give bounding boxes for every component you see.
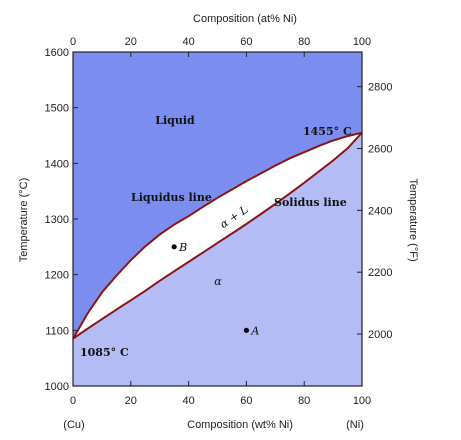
liquid-region (73, 52, 362, 339)
left-tick-label: 1500 (45, 103, 69, 115)
ni-melting-point-label: 1455° C (303, 125, 352, 138)
right-tick-label: 2200 (368, 267, 392, 279)
top-axis-ticks: 0 20 40 60 80 100 (70, 36, 371, 57)
top-tick-label: 40 (182, 36, 194, 48)
bottom-axis-title: Composition (wt% Ni) (187, 419, 293, 431)
solidus-curve (72, 132, 363, 340)
phase-boundaries (72, 131, 363, 340)
right-tick-label: 2800 (368, 82, 392, 94)
left-tick-label: 1000 (45, 381, 69, 393)
left-axis-title: Temperature (°C) (18, 178, 30, 262)
region-label-alpha: α (214, 275, 222, 288)
bottom-tick-label: 80 (298, 395, 310, 407)
composition-points: BA (171, 241, 259, 337)
bottom-tick-label: 40 (182, 395, 194, 407)
top-tick-label: 60 (240, 36, 252, 48)
left-tick-label: 1100 (45, 325, 69, 337)
top-tick-label: 0 (70, 36, 76, 48)
two-phase-region (73, 132, 362, 339)
left-tick-label: 1400 (45, 158, 69, 170)
right-tick-label: 2000 (368, 329, 392, 341)
point-a-label: A (250, 324, 259, 337)
top-axis-title: Composition (at% Ni) (193, 13, 297, 25)
bottom-tick-label: 0 (70, 395, 76, 407)
left-axis-ticks: 1000 1100 1200 1300 1400 1500 1600 (45, 47, 78, 393)
top-tick-label: 20 (125, 36, 137, 48)
bottom-tick-label: 20 (125, 395, 137, 407)
right-tick-label: 2600 (368, 143, 392, 155)
left-tick-label: 1200 (45, 270, 69, 282)
left-tick-label: 1600 (45, 47, 69, 59)
right-tick-label: 2400 (368, 205, 392, 217)
point-b-label: B (178, 241, 187, 254)
bottom-axis-ticks: 0 20 40 60 80 100 (70, 381, 371, 407)
left-tick-label: 1300 (45, 214, 69, 226)
liquidus-line-label: Liquidus line (131, 191, 212, 204)
plot-regions (73, 52, 362, 386)
liquidus-curve (72, 131, 363, 340)
region-label-liquid: Liquid (155, 114, 195, 127)
top-tick-label: 100 (353, 36, 371, 48)
cu-melting-point-label: 1085° C (80, 346, 129, 359)
right-axis-title: Temperature (°F) (407, 178, 419, 261)
bottom-tick-label: 60 (240, 395, 252, 407)
top-tick-label: 80 (298, 36, 310, 48)
solidus-line-label: Solidus line (274, 196, 347, 209)
point-b-marker (171, 244, 177, 250)
bottom-axis-left-end-label: (Cu) (63, 419, 84, 431)
right-axis-ticks: 2000 2200 2400 2600 2800 (357, 82, 392, 341)
bottom-tick-label: 100 (353, 395, 371, 407)
point-a-marker (243, 327, 249, 333)
bottom-axis-right-end-label: (Ni) (346, 419, 364, 431)
